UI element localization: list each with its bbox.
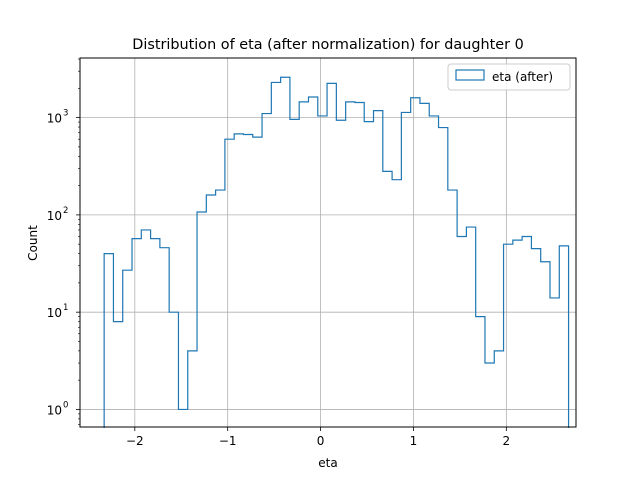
- y-tick-label: 10: [47, 306, 62, 320]
- x-tick-label: 2: [503, 434, 511, 448]
- x-tick-label: 1: [410, 434, 418, 448]
- x-tick-label: 0: [317, 434, 325, 448]
- x-tick-label: −2: [126, 434, 144, 448]
- y-tick-exponent: 1: [63, 303, 68, 313]
- y-tick-exponent: 3: [63, 109, 68, 119]
- histogram-step-line: [103, 76, 570, 428]
- y-axis-label: Count: [26, 225, 40, 261]
- plot-frame: [79, 57, 577, 428]
- chart-title: Distribution of eta (after normalization…: [132, 37, 523, 53]
- legend-label: eta (after): [492, 70, 553, 84]
- legend: eta (after): [447, 63, 571, 91]
- x-tick-label: −1: [219, 434, 237, 448]
- y-tick-label: 10: [47, 112, 62, 126]
- x-axis-label: eta: [318, 456, 337, 470]
- y-tick-exponent: 0: [63, 400, 68, 410]
- legend-swatch: [455, 69, 485, 81]
- grid-lines: [80, 58, 576, 427]
- y-tick-label: 10: [47, 403, 62, 417]
- x-axis-ticks: −2 −1 0 1 2: [126, 427, 510, 448]
- y-tick-label: 10: [47, 209, 62, 223]
- y-tick-exponent: 2: [63, 206, 68, 216]
